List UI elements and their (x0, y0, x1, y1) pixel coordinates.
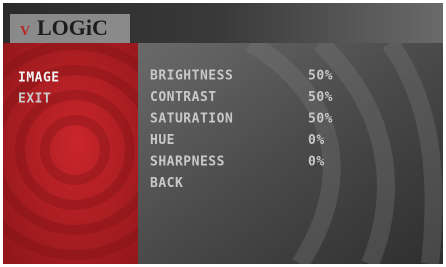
setting-label[interactable]: SATURATION (150, 112, 233, 127)
back-item[interactable]: BACK (150, 176, 183, 191)
setting-label[interactable]: SHARPNESS (150, 155, 225, 170)
setting-value: 50% (308, 112, 333, 127)
logo-text: LOGiC (37, 15, 108, 40)
setting-label[interactable]: BRIGHTNESS (150, 69, 233, 84)
osd-screen: V LOGiC IMAGE EXIT BRIGHTNESS 50% CONTRAST… (0, 0, 446, 267)
logo-mark: V (20, 24, 30, 39)
setting-value: 50% (308, 90, 333, 105)
setting-value: 0% (308, 133, 325, 148)
setting-label[interactable]: HUE (150, 133, 175, 148)
setting-label[interactable]: CONTRAST (150, 90, 217, 105)
menu-item[interactable]: IMAGE (18, 71, 60, 86)
setting-value: 50% (308, 69, 333, 84)
setting-value: 0% (308, 155, 325, 170)
menu-item[interactable]: EXIT (18, 92, 51, 107)
